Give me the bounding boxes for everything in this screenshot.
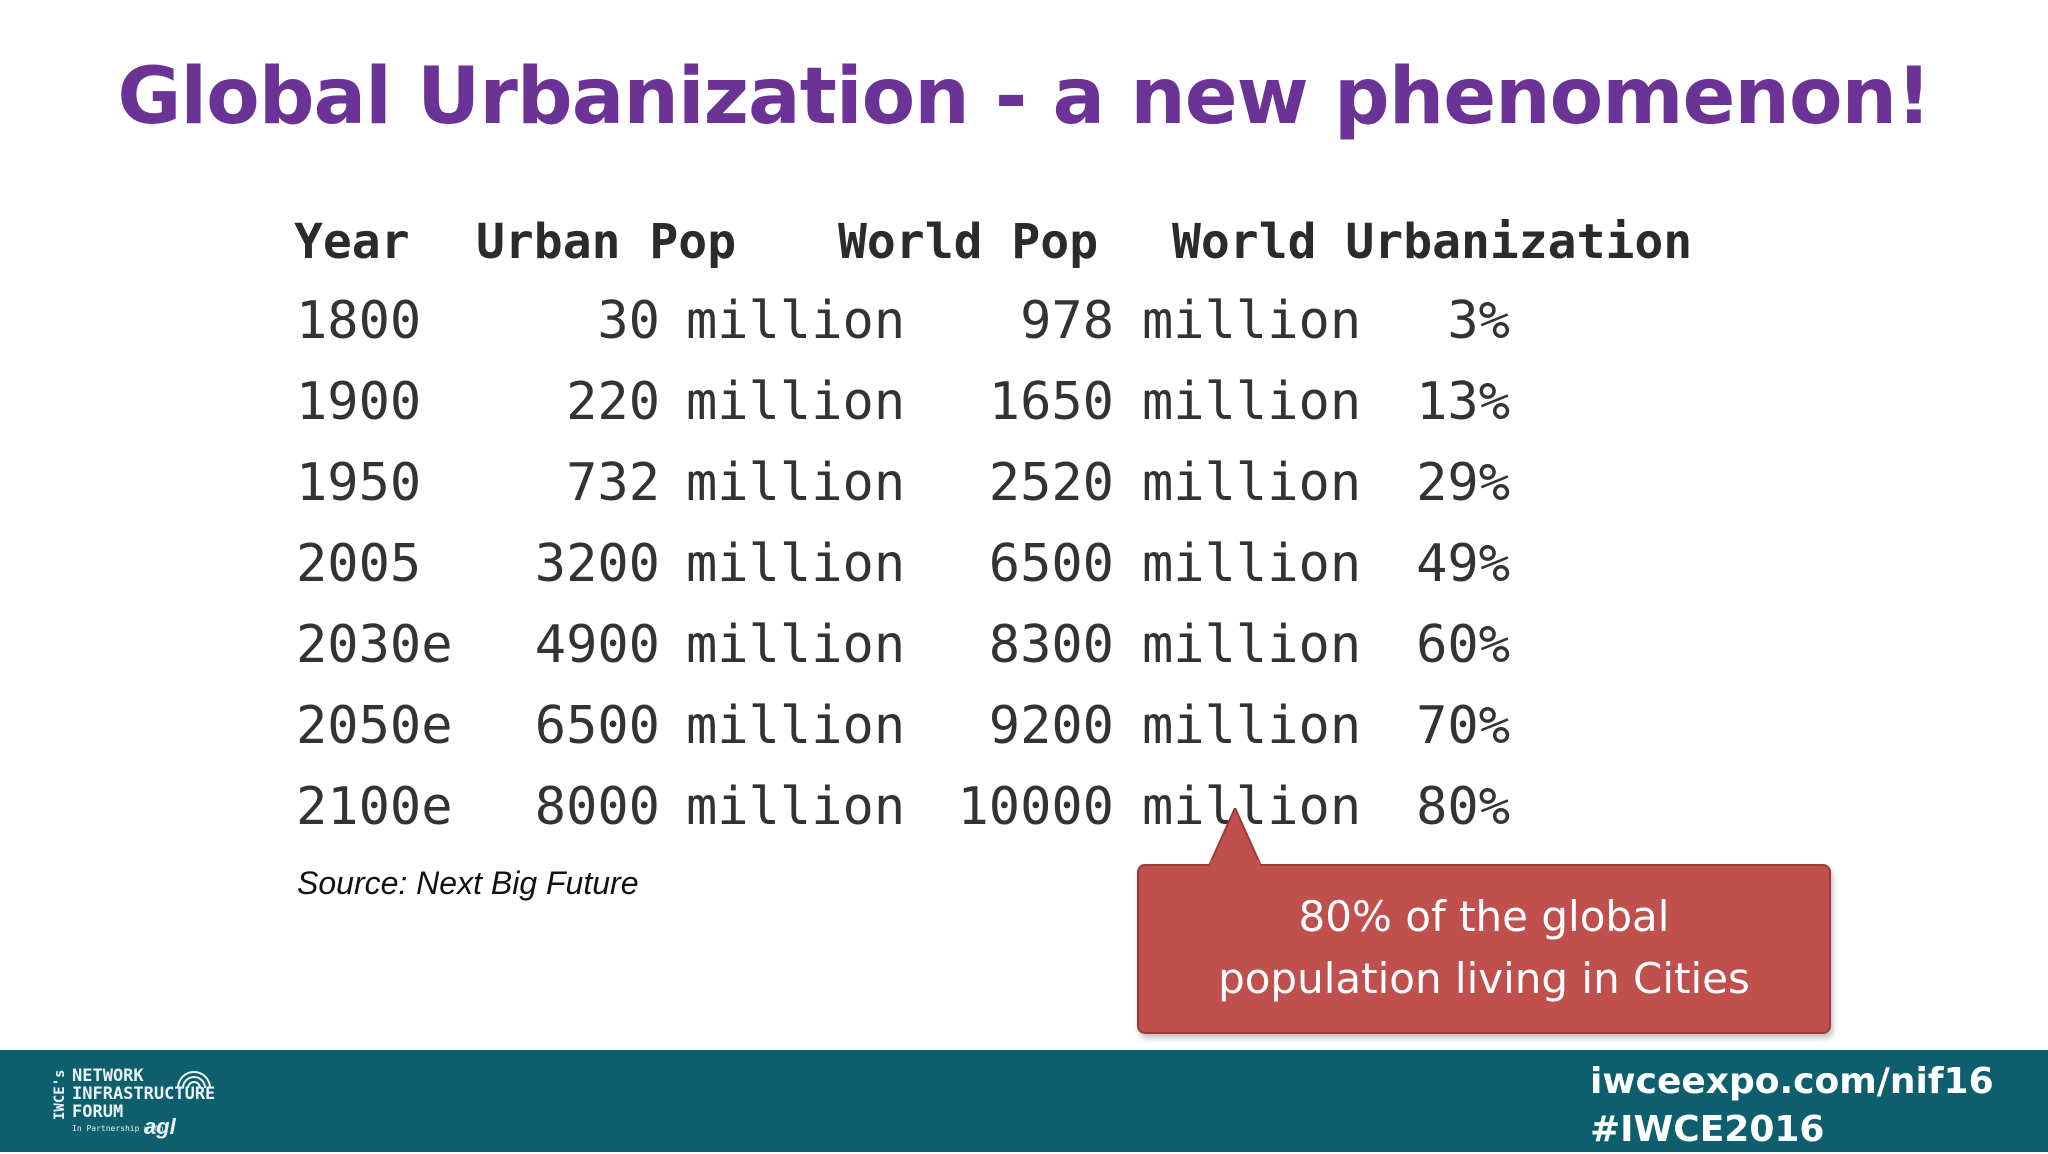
header-year: Year <box>294 214 410 270</box>
source-note: Source: Next Big Future <box>297 865 639 901</box>
cell-world-unit: million <box>1142 372 1362 432</box>
callout-box: 80% of the global population living in C… <box>1137 864 1831 1034</box>
cell-world-unit: million <box>1142 453 1362 513</box>
cell-urbanization-pct: 3% <box>1447 291 1510 351</box>
cell-urbanization-pct: 60% <box>1416 615 1510 675</box>
cell-urban-unit: million <box>686 696 906 756</box>
header-world-urbanization: World Urbanization <box>1172 214 1693 270</box>
callout-line-2: population living in Cities <box>1218 954 1750 1003</box>
cell-urban-unit: million <box>686 615 906 675</box>
callout-line-1: 80% of the global <box>1298 892 1670 941</box>
cell-urban-unit: million <box>686 291 906 351</box>
logo-partner-text: In Partnership with <box>72 1124 164 1133</box>
urbanization-table: Year Urban Pop World Pop World Urbanizat… <box>294 214 1693 837</box>
callout-pointer <box>1208 808 1262 868</box>
cell-year: 1800 <box>296 291 422 351</box>
cell-urban-pop: 6500 <box>534 696 660 756</box>
cell-urbanization-pct: 29% <box>1416 453 1510 513</box>
cell-urban-pop: 4900 <box>534 615 660 675</box>
cell-urbanization-pct: 13% <box>1416 372 1510 432</box>
logo-network-text: NETWORK <box>72 1066 144 1086</box>
cell-year: 2100e <box>296 777 453 837</box>
cell-world-unit: million <box>1142 615 1362 675</box>
cell-urban-pop: 220 <box>566 372 660 432</box>
cell-world-unit: million <box>1142 534 1362 594</box>
footer-links: iwceexpo.com/nif16 #IWCE2016 <box>1590 1058 1994 1154</box>
cell-urban-pop: 30 <box>597 291 660 351</box>
logo-iwce-text: IWCE's <box>52 1069 68 1120</box>
logo-agl-text: agl <box>144 1114 176 1139</box>
cell-world-pop: 2520 <box>988 453 1114 513</box>
callout-pointer-joint <box>1210 860 1260 870</box>
cell-world-pop: 1650 <box>988 372 1114 432</box>
logo-infrastructure-text: INFRASTRUCTURE <box>72 1084 216 1104</box>
cell-urbanization-pct: 49% <box>1416 534 1510 594</box>
cell-world-pop: 6500 <box>988 534 1114 594</box>
header-world-pop: World Pop <box>838 214 1099 270</box>
cell-year: 1900 <box>296 372 422 432</box>
cell-urban-unit: million <box>686 777 906 837</box>
cell-world-unit: million <box>1142 777 1362 837</box>
footer-url[interactable]: iwceexpo.com/nif16 <box>1590 1061 1994 1102</box>
header-urban-pop: Urban Pop <box>476 214 737 270</box>
iwce-nif-logo: IWCE's NETWORK INFRASTRUCTURE FORUM In P… <box>52 1064 232 1144</box>
footer-hashtag: #IWCE2016 <box>1590 1109 1825 1150</box>
cell-world-pop: 978 <box>1020 291 1114 351</box>
cell-year: 2005 <box>296 534 422 594</box>
slide-title: Global Urbanization - a new phenomenon! <box>117 52 1931 142</box>
cell-year: 2050e <box>296 696 453 756</box>
cell-world-pop: 10000 <box>957 777 1114 837</box>
cell-urban-pop: 3200 <box>534 534 660 594</box>
logo-arc-icon <box>177 1071 211 1088</box>
cell-urban-unit: million <box>686 534 906 594</box>
cell-urbanization-pct: 80% <box>1416 777 1510 837</box>
cell-year: 2030e <box>296 615 453 675</box>
cell-world-pop: 8300 <box>988 615 1114 675</box>
cell-urban-unit: million <box>686 453 906 513</box>
logo-forum-text: FORUM <box>72 1102 124 1122</box>
cell-urban-unit: million <box>686 372 906 432</box>
cell-world-unit: million <box>1142 291 1362 351</box>
cell-world-pop: 9200 <box>988 696 1114 756</box>
cell-urban-pop: 732 <box>566 453 660 513</box>
cell-world-unit: million <box>1142 696 1362 756</box>
cell-year: 1950 <box>296 453 422 513</box>
cell-urbanization-pct: 70% <box>1416 696 1510 756</box>
footer-bar: IWCE's NETWORK INFRASTRUCTURE FORUM In P… <box>0 1050 2048 1152</box>
cell-urban-pop: 8000 <box>534 777 660 837</box>
